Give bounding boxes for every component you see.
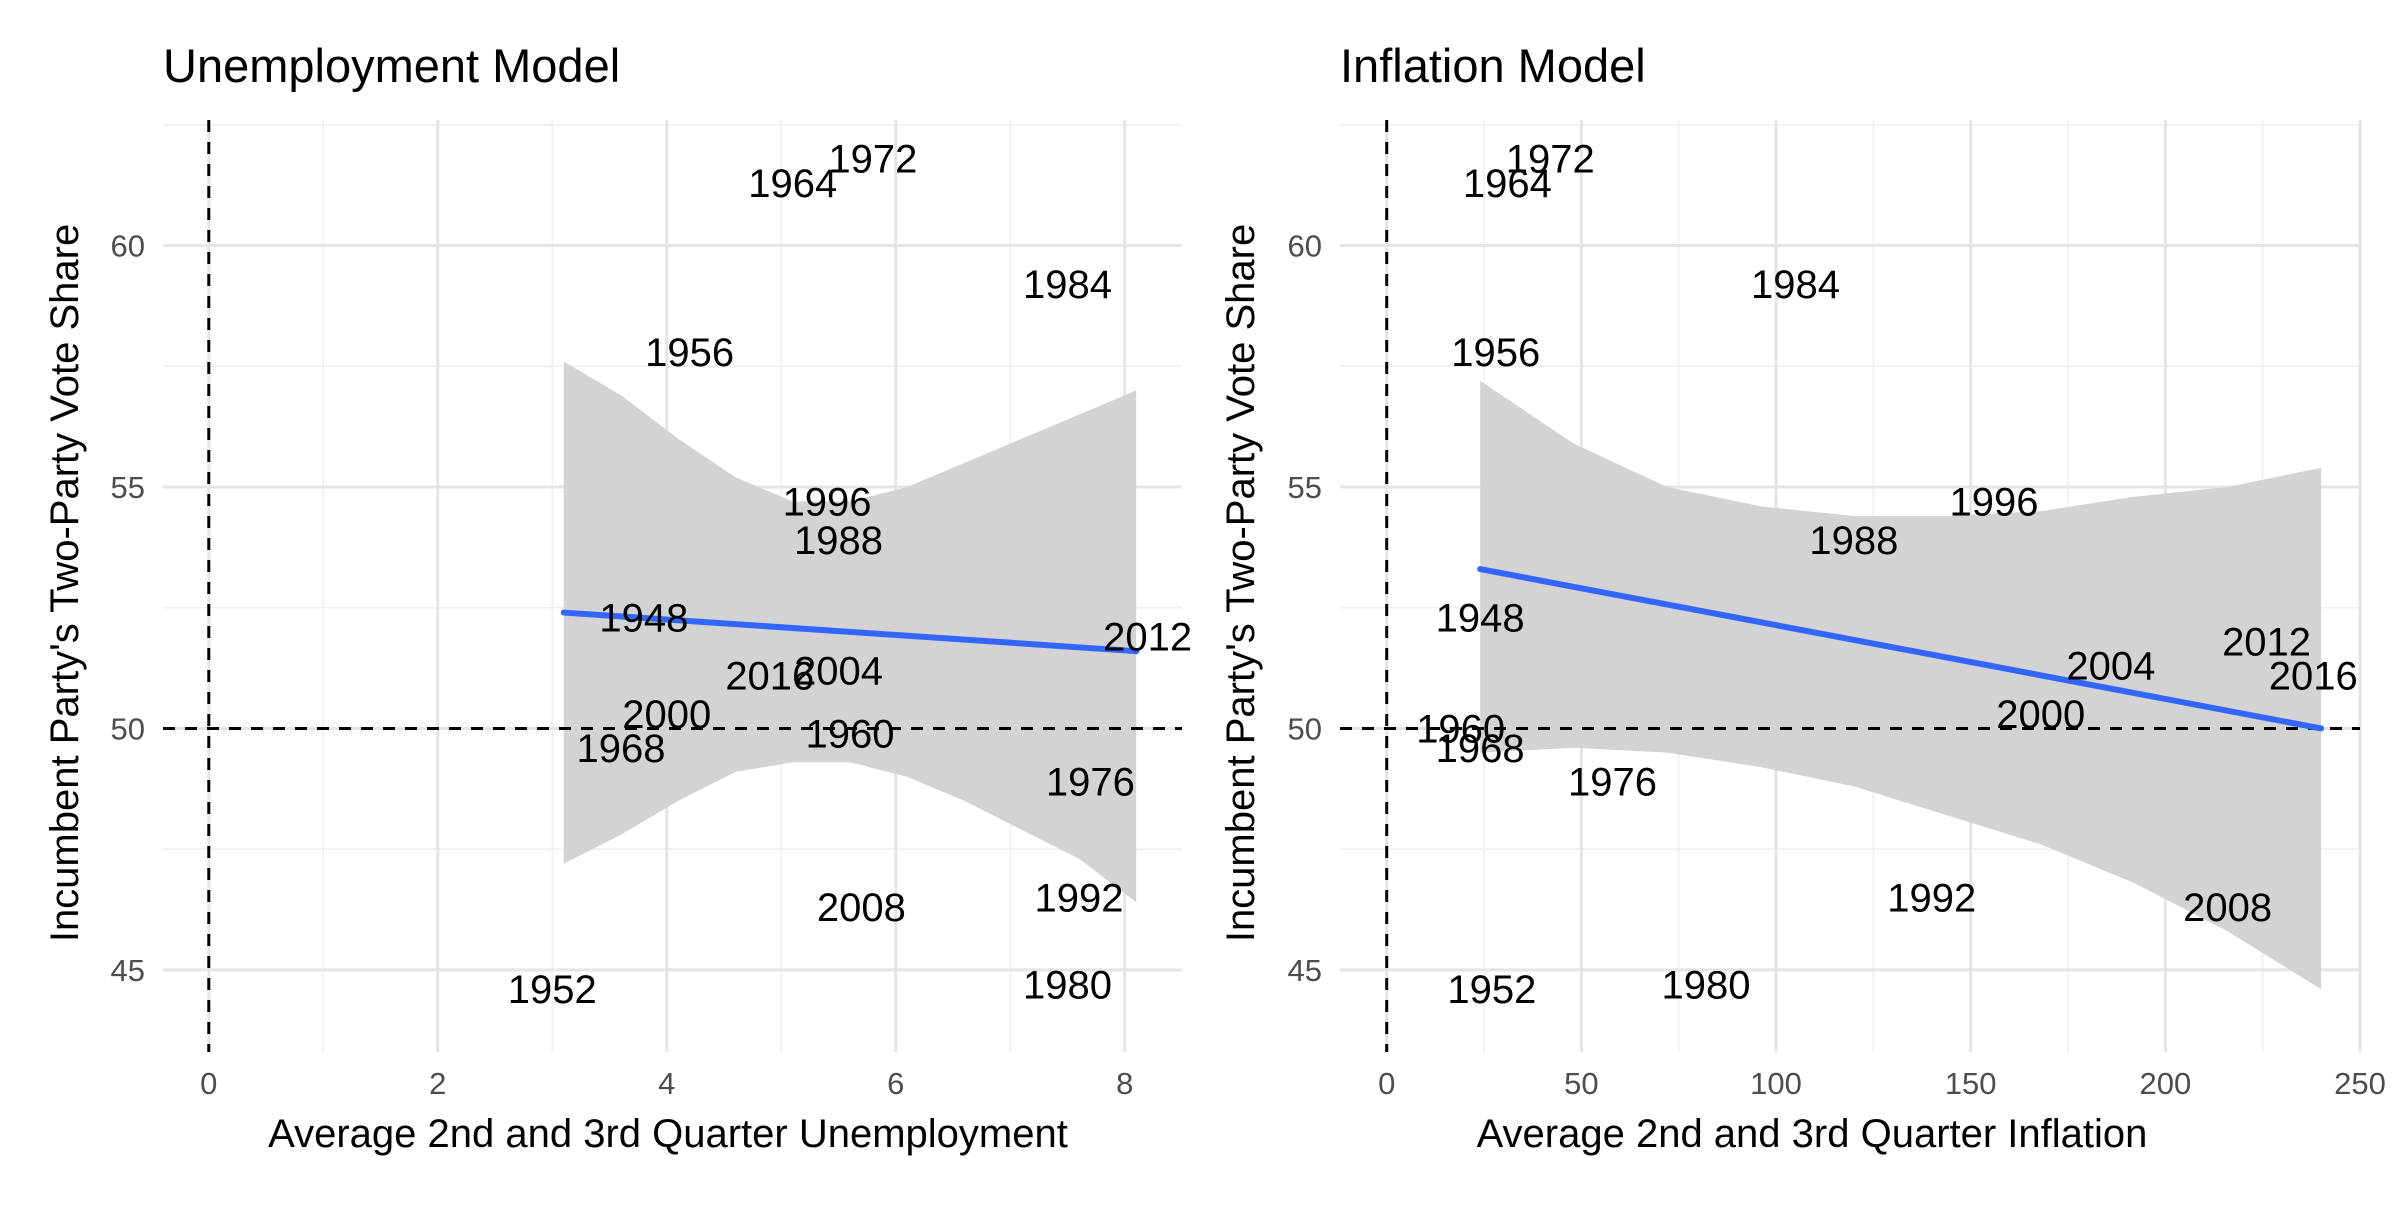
point-label-1960: 1960 [805, 712, 894, 756]
point-label-1952: 1952 [1447, 968, 1536, 1012]
point-label-2000: 2000 [1996, 693, 2085, 737]
point-label-1964: 1964 [748, 162, 837, 206]
point-label-1956: 1956 [1451, 331, 1540, 375]
chart-title: Inflation Model [1340, 39, 1646, 92]
point-label-1952: 1952 [508, 968, 597, 1012]
point-label-1984: 1984 [1751, 263, 1840, 307]
y-axis-label: Incumbent Party's Two-Party Vote Share [43, 224, 87, 942]
y-axis-label: Incumbent Party's Two-Party Vote Share [1219, 224, 1263, 942]
point-label-2004: 2004 [2066, 645, 2155, 689]
regression-line [1477, 566, 2325, 732]
unemployment-model-panel: 0 2 4 6 8 45 50 55 60 1948 1952 1956 1960 1964 1968 197… [43, 39, 1192, 1156]
point-label-2008: 2008 [2183, 886, 2272, 930]
x-tick-label: 8 [1116, 1066, 1133, 1101]
x-axis-label: Average 2nd and 3rd Quarter Unemployment [268, 1112, 1068, 1156]
point-label-2012: 2012 [1103, 616, 1192, 660]
point-label-1996: 1996 [1950, 480, 2039, 524]
confidence-ribbon [1480, 380, 2322, 990]
point-label-1988: 1988 [794, 519, 883, 563]
y-tick-label: 45 [1288, 953, 1322, 988]
point-label-1972: 1972 [1506, 138, 1595, 182]
y-tick-label: 45 [111, 953, 145, 988]
y-tick-label: 50 [111, 711, 145, 746]
point-label-1968: 1968 [576, 727, 665, 771]
point-label-1956: 1956 [645, 331, 734, 375]
point-label-2016: 2016 [2269, 654, 2358, 698]
point-label-1980: 1980 [1023, 963, 1112, 1007]
x-tick-label: 200 [2139, 1066, 2191, 1101]
point-label-1948: 1948 [599, 596, 688, 640]
x-tick-label: 2 [429, 1066, 446, 1101]
point-label-2016: 2016 [725, 654, 814, 698]
point-label-1992: 1992 [1887, 876, 1976, 920]
y-tick-label: 50 [1288, 711, 1322, 746]
point-label-2008: 2008 [817, 886, 906, 930]
point-label-2012: 2012 [2222, 621, 2311, 665]
point-label-1992: 1992 [1034, 876, 1123, 920]
x-tick-label: 150 [1945, 1066, 1997, 1101]
x-tick-label: 0 [1378, 1066, 1395, 1101]
y-tick-label: 60 [111, 229, 145, 264]
x-tick-label: 250 [2334, 1066, 2386, 1101]
regression-line [560, 609, 1140, 655]
point-label-1948: 1948 [1436, 596, 1525, 640]
inflation-model-panel: 0 50 100 150 200 2504550556019481952195619601… [1219, 39, 2386, 1156]
x-tick-label: 100 [1750, 1066, 1802, 1101]
x-axis-label: Average 2nd and 3rd Quarter Inflation [1477, 1112, 2148, 1156]
point-label-1984: 1984 [1023, 263, 1112, 307]
y-tick-label: 60 [1288, 229, 1322, 264]
y-tick-label: 55 [1288, 470, 1322, 505]
point-label-1996: 1996 [783, 480, 872, 524]
x-tick-label: 50 [1564, 1066, 1598, 1101]
y-tick-label: 55 [111, 470, 145, 505]
point-label-1980: 1980 [1661, 963, 1750, 1007]
x-tick-label: 0 [200, 1066, 217, 1101]
x-tick-label: 6 [887, 1066, 904, 1101]
x-tick-label: 4 [658, 1066, 675, 1101]
point-label-1964: 1964 [1463, 162, 1552, 206]
plot-layer: 0 50 100 150 200 2504550556019481952195619601… [1288, 120, 2386, 1101]
point-label-2000: 2000 [622, 693, 711, 737]
point-label-1988: 1988 [1809, 519, 1898, 563]
point-label-1960: 1960 [1416, 707, 1505, 751]
point-label-1968: 1968 [1436, 727, 1525, 771]
point-label-2004: 2004 [794, 650, 883, 694]
point-label-1976: 1976 [1046, 761, 1135, 805]
plot-layer: 0 2 4 6 8 45 50 55 60 1948 1952 1956 1960 1964 1968 197… [111, 120, 1192, 1101]
chart-title: Unemployment Model [163, 39, 620, 92]
point-label-1976: 1976 [1568, 761, 1657, 805]
point-label-1972: 1972 [828, 138, 917, 182]
